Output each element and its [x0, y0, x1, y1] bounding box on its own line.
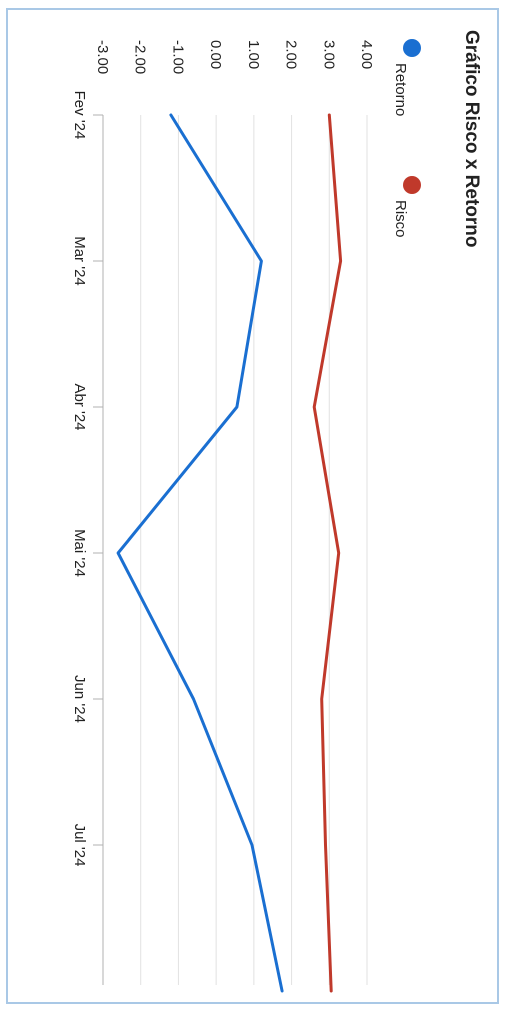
series-lines	[116, 113, 343, 993]
x-tick-label: Jul '24	[71, 824, 88, 867]
y-tick-label: 1.00	[245, 40, 262, 69]
x-tick-label: Fev '24	[71, 91, 88, 140]
x-tick-labels: Fev '24 Mar '24 Abr '24 Mai '24 Jun '24 Jul '…	[71, 91, 103, 867]
y-tick-label: 3.00	[320, 40, 337, 69]
x-tick-label: Jun '24	[71, 675, 88, 723]
y-tick-label: -2.00	[132, 40, 149, 74]
y-tick-label: 2.00	[283, 40, 300, 69]
legend-label-risco: Risco	[392, 200, 409, 238]
series-line-retorno	[116, 113, 284, 993]
series-line-risco	[312, 113, 343, 993]
y-tick-label: -1.00	[169, 40, 186, 74]
x-tick-label: Mar '24	[71, 236, 88, 286]
y-tick-label: 4.00	[358, 40, 375, 69]
legend-marker-retorno	[403, 39, 421, 57]
y-tick-label: -3.00	[94, 40, 111, 74]
gridlines	[102, 115, 368, 985]
y-tick-labels: 4.00 3.00 2.00 1.00 0.00 -1.00 -2.00 -3.00	[94, 40, 375, 74]
legend-label-retorno: Retorno	[392, 63, 409, 116]
x-tick-label: Mai '24	[71, 529, 88, 577]
y-tick-label: 0.00	[207, 40, 224, 69]
x-tick-label: Abr '24	[71, 383, 88, 430]
legend-marker-risco	[403, 176, 421, 194]
chart-frame	[6, 8, 499, 1004]
chart-title: Gráfico Risco x Retorno	[461, 30, 482, 248]
legend: Retorno Risco	[392, 39, 421, 238]
